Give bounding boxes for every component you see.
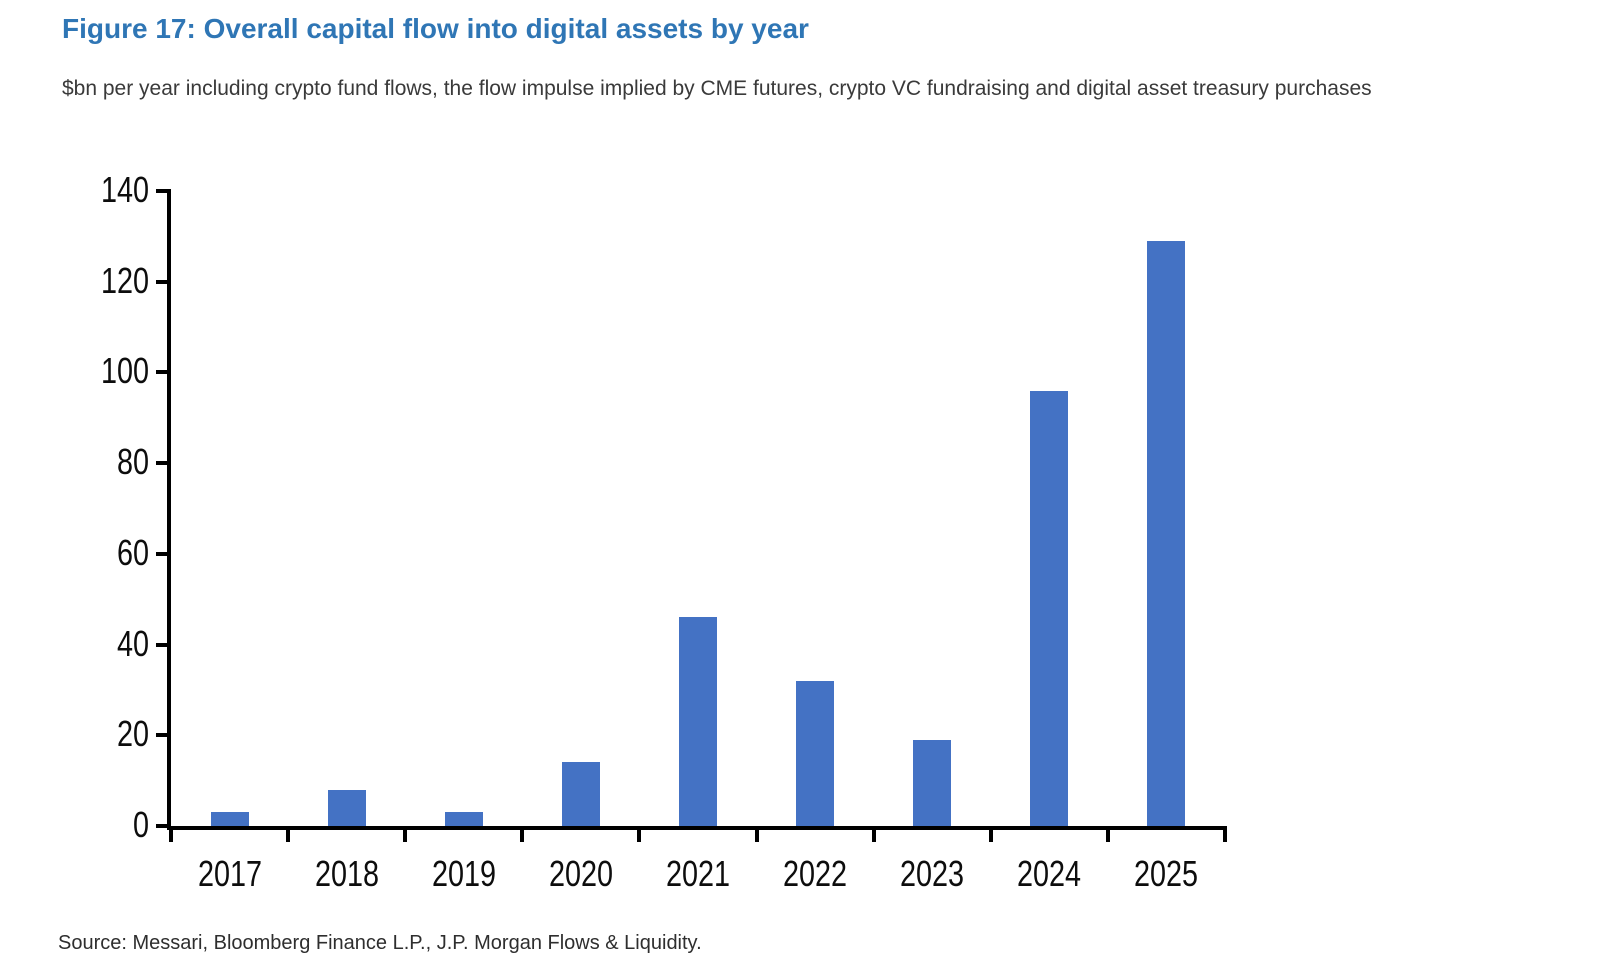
x-axis-tick — [403, 826, 408, 842]
x-axis-tick — [520, 826, 525, 842]
y-tick-label-text: 140 — [100, 169, 149, 211]
x-category-label-text: 2019 — [431, 853, 496, 894]
figure-title: Figure 17: Overall capital flow into dig… — [62, 13, 809, 44]
y-axis-tick — [156, 279, 171, 284]
bar-2017 — [210, 812, 249, 826]
y-tick-label-text: 120 — [100, 259, 149, 301]
y-axis-tick — [156, 551, 171, 556]
x-category-label-2021: 2021 — [658, 853, 738, 895]
y-tick-label: 60 — [109, 532, 149, 574]
x-category-label-text: 2021 — [665, 853, 731, 894]
x-axis-tick — [286, 826, 291, 842]
bar-2023 — [913, 740, 952, 826]
bar-2020 — [561, 762, 600, 826]
x-category-label-text: 2022 — [783, 853, 848, 894]
y-axis-tick — [156, 733, 171, 738]
x-category-label-2025: 2025 — [1126, 853, 1206, 895]
y-tick-label-text: 20 — [116, 713, 149, 755]
bar-2022 — [796, 681, 835, 826]
x-category-label-text: 2018 — [314, 853, 379, 894]
y-tick-label: 20 — [109, 713, 149, 755]
y-tick-label: 140 — [89, 169, 149, 211]
bar-2019 — [444, 812, 483, 826]
y-tick-label-text: 0 — [132, 804, 149, 846]
x-category-label-2022: 2022 — [775, 853, 855, 895]
x-axis-tick — [1223, 826, 1227, 842]
y-tick-label: 120 — [89, 260, 149, 302]
bar-2021 — [679, 617, 717, 826]
y-tick-label-text: 40 — [116, 622, 149, 664]
y-tick-label: 0 — [129, 804, 149, 846]
x-category-label-text: 2020 — [548, 853, 613, 894]
y-axis-tick — [156, 461, 171, 466]
y-axis-tick — [156, 189, 171, 193]
y-tick-label: 80 — [109, 441, 149, 483]
y-tick-label-text: 80 — [116, 441, 149, 483]
x-axis-tick — [169, 826, 173, 842]
x-category-label-text: 2017 — [197, 853, 262, 894]
plot-area: 0 20 40 60 80 100 120 140 2017 2018 2019 2020 2021 20… — [101, 169, 1227, 894]
x-category-label-text: 2023 — [900, 853, 965, 894]
x-axis-tick — [988, 826, 993, 842]
x-category-label-text: 2024 — [1017, 853, 1082, 894]
y-tick-label-text: 60 — [116, 532, 149, 574]
bar-2024 — [1030, 391, 1069, 826]
x-axis-tick — [754, 826, 759, 842]
x-axis-tick — [871, 826, 876, 842]
x-category-label-2023: 2023 — [892, 853, 972, 895]
y-axis-tick — [156, 824, 171, 828]
x-category-label-2018: 2018 — [307, 853, 387, 895]
bar-2018 — [327, 790, 366, 826]
x-category-label-2017: 2017 — [190, 853, 270, 895]
y-tick-label-text: 100 — [100, 350, 149, 392]
x-category-label-2024: 2024 — [1009, 853, 1089, 895]
x-category-label-2020: 2020 — [541, 853, 621, 895]
y-tick-label: 100 — [89, 351, 149, 393]
x-axis-tick — [1105, 826, 1110, 842]
bar-2025 — [1147, 241, 1186, 826]
x-category-label-text: 2025 — [1134, 853, 1199, 894]
x-axis-tick — [637, 826, 642, 842]
y-axis-tick — [156, 642, 171, 647]
x-category-label-2019: 2019 — [424, 853, 504, 895]
source-note: Source: Messari, Bloomberg Finance L.P.,… — [58, 932, 702, 954]
y-axis-tick — [156, 370, 171, 375]
y-tick-label: 40 — [109, 623, 149, 665]
figure-subtitle: $bn per year including crypto fund flows… — [62, 77, 1372, 100]
